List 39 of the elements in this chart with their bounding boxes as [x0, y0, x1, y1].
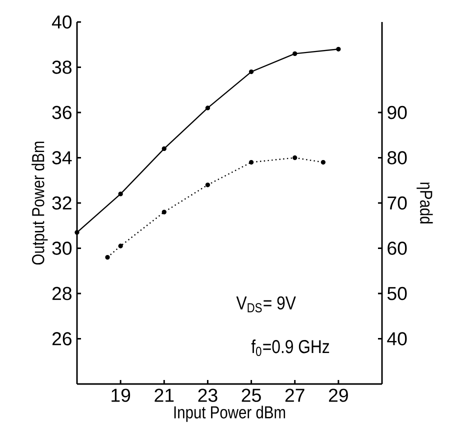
point: [292, 51, 298, 56]
y-axis-title: Output Power dBm: [32, 142, 48, 265]
y-tick-label: 32: [52, 196, 72, 210]
y2-axis-title: ηPadd: [416, 182, 433, 224]
point: [162, 210, 166, 214]
y-tick-label: 30: [52, 242, 72, 255]
y2-tick-label: 50: [387, 286, 407, 300]
x-tick-label: 25: [242, 388, 261, 402]
y2-tick-label: 40: [387, 332, 407, 346]
annotation: f$_{0}$=0.9 GHz: [251, 340, 330, 356]
point: [118, 192, 123, 196]
annotation: V$_{DS}$= 9V: [236, 296, 296, 312]
x-axis-title: Input Power dBm: [174, 406, 286, 422]
point: [205, 182, 210, 188]
x-tick-label: 23: [198, 388, 218, 402]
x-tick-label: 19: [112, 388, 130, 402]
y2-tick-label: 60: [388, 242, 407, 255]
point: [74, 230, 80, 235]
x-tick-label: 29: [328, 388, 348, 402]
point: [320, 160, 326, 165]
y2-tick-label: 90: [388, 106, 407, 120]
y-tick-label: 26: [52, 332, 72, 346]
y-tick-label: 34: [52, 151, 72, 164]
y-tick-label: 36: [52, 106, 72, 120]
y-tick-label: 28: [52, 286, 72, 300]
x-tick-label: 27: [285, 388, 304, 402]
y-tick-label: 38: [52, 60, 72, 74]
point: [248, 160, 254, 165]
x-tick-label: 21: [154, 388, 174, 402]
point: [336, 46, 341, 52]
y2-tick-label: 70: [388, 196, 407, 210]
point: [205, 106, 210, 110]
point: [292, 155, 298, 160]
y-tick-label: 40: [52, 15, 72, 29]
point: [105, 254, 110, 260]
y2-tick-label: 80: [388, 151, 407, 164]
point: [162, 146, 166, 152]
point: [118, 244, 123, 248]
point: [248, 69, 254, 74]
